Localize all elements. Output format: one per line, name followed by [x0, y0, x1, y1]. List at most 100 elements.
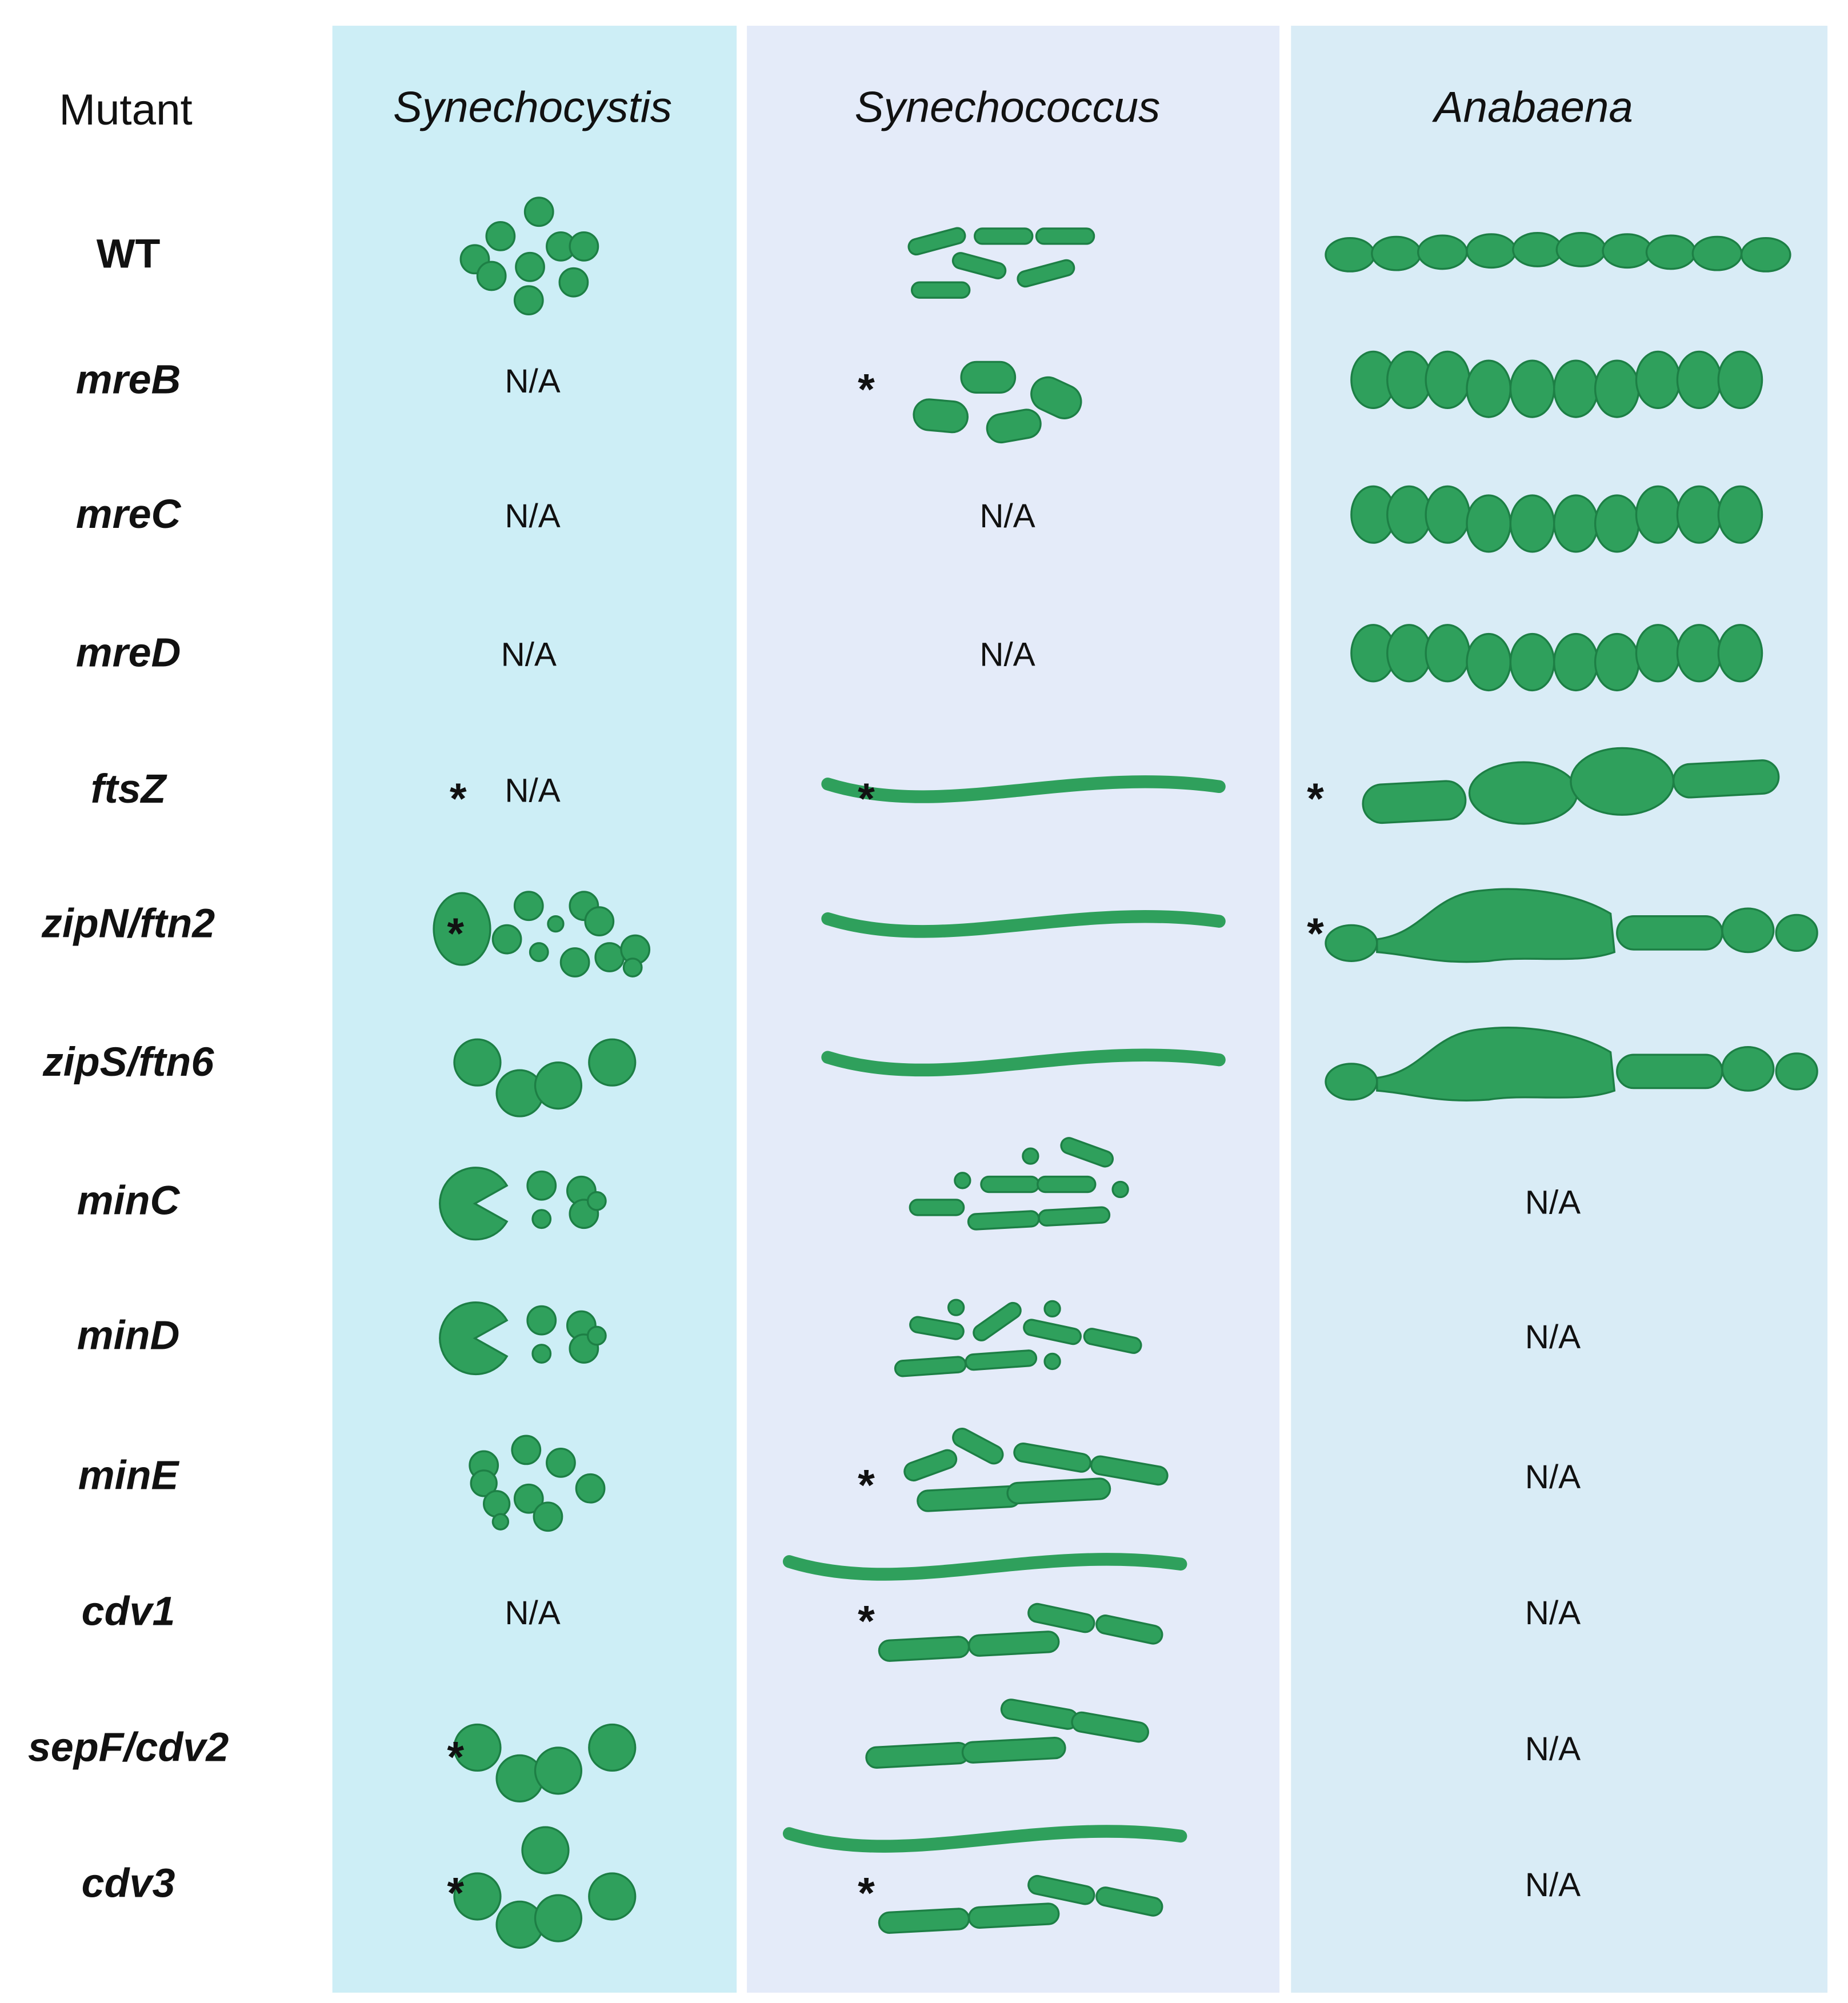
cell-shape: [917, 1485, 1022, 1512]
cell-shape: [954, 1172, 971, 1189]
cell-shape: [569, 231, 599, 262]
cell-shape: [974, 227, 1034, 245]
cell-shape: [1038, 1206, 1111, 1227]
na-label: N/A: [979, 636, 1035, 673]
cell-shape: [1676, 350, 1722, 409]
na-label: N/A: [501, 636, 557, 673]
cell-shape: [1037, 1175, 1097, 1193]
column-bg: [332, 26, 737, 1993]
cell-shape: [1553, 494, 1599, 553]
na-label: N/A: [1525, 1184, 1581, 1221]
cell-shape: [1325, 1063, 1378, 1101]
cell-shape: [433, 892, 491, 966]
cell-shape: [534, 1746, 583, 1795]
cell-shape: [526, 1170, 557, 1201]
asterisk: *: [447, 1869, 464, 1918]
cell-shape: [558, 267, 589, 298]
mutant-label: mreD: [76, 630, 181, 676]
cell-shape: [584, 906, 615, 937]
cell-shape: [1386, 350, 1432, 409]
mutant-label: sepF/cdv2: [28, 1724, 229, 1770]
mutant-label: zipS/ftn6: [42, 1039, 214, 1085]
filament: [821, 775, 1226, 803]
cell-shape: [1635, 485, 1681, 544]
cell-shape: [1071, 1711, 1149, 1743]
cell-shape: [961, 1737, 1066, 1764]
asterisk: *: [447, 1733, 464, 1782]
cell-shape: [513, 285, 544, 316]
cell-shape: [947, 1299, 965, 1316]
cell-shape: [1083, 1328, 1142, 1354]
cell-shape: [1325, 237, 1375, 273]
cell-shape: [903, 1449, 958, 1482]
mutant-label: cdv1: [82, 1588, 175, 1634]
cell-shape: [511, 1435, 542, 1465]
asterisk: *: [858, 1597, 875, 1646]
cell-shape: [529, 942, 549, 962]
cell-shape: [1027, 1874, 1095, 1905]
cell-shape: [1721, 907, 1775, 954]
cell-shape: [1006, 1477, 1111, 1505]
cell-shape: [1676, 624, 1722, 683]
pacman-cell: [439, 1301, 509, 1376]
filament: [821, 910, 1226, 938]
cell-shape: [534, 1061, 583, 1110]
cell-shape: [1775, 914, 1818, 952]
cell-shape: [1509, 632, 1555, 692]
mutant-label: minC: [77, 1178, 181, 1224]
cell-shape: [1635, 350, 1681, 409]
cell-shape: [491, 924, 522, 955]
cell-shape: [1691, 235, 1743, 271]
organism-header: Anabaena: [1432, 83, 1633, 131]
cell-shape: [594, 942, 625, 972]
cell-shape: [1425, 350, 1471, 409]
mutant-label: ftsZ: [91, 766, 168, 812]
cell-shape: [1740, 237, 1791, 273]
cell-shape: [909, 1199, 965, 1216]
cell-shape: [523, 197, 554, 227]
asterisk: *: [858, 366, 875, 414]
cell-shape: [1553, 359, 1599, 418]
cell-shape: [986, 408, 1042, 444]
cell-shape: [1672, 759, 1780, 799]
cell-shape: [1717, 350, 1763, 409]
cell-shape: [1466, 233, 1517, 269]
mutant-label: minD: [77, 1313, 180, 1359]
cell-shape: [1616, 1053, 1723, 1089]
cell-shape: [980, 1175, 1040, 1193]
cell-shape: [1555, 232, 1607, 267]
cell-shape: [1466, 632, 1512, 692]
cell-shape: [1017, 259, 1075, 288]
cell-shape: [1417, 234, 1468, 270]
cell-shape: [1060, 1137, 1114, 1168]
cell-shape: [453, 1723, 502, 1772]
cell-shape: [1425, 485, 1471, 544]
cell-shape: [1509, 494, 1555, 553]
na-label: N/A: [1525, 1730, 1581, 1768]
cell-shape: [965, 1349, 1038, 1371]
cell-shape: [588, 1038, 637, 1087]
cell-shape: [1095, 1886, 1163, 1917]
asterisk: *: [858, 1461, 875, 1509]
mutant-label: mreC: [76, 491, 182, 537]
cell-shape: [1022, 1147, 1039, 1165]
na-label: N/A: [1525, 1595, 1581, 1632]
cell-shape: [1386, 485, 1432, 544]
cell-shape: [453, 1038, 502, 1087]
cell-shape: [531, 1209, 552, 1229]
cell-shape: [513, 1483, 544, 1514]
asterisk: *: [1307, 775, 1324, 823]
cell-shape: [547, 915, 565, 933]
na-label: N/A: [1525, 1866, 1581, 1904]
cell-shape: [1376, 888, 1616, 963]
cell-shape: [1468, 761, 1578, 825]
cell-shape: [485, 221, 516, 251]
cell-shape: [1570, 747, 1675, 816]
cell-shape: [907, 227, 966, 256]
cell-shape: [967, 1210, 1040, 1231]
cell-shape: [1717, 485, 1763, 544]
cell-shape: [470, 1469, 498, 1497]
na-label: N/A: [505, 498, 560, 535]
